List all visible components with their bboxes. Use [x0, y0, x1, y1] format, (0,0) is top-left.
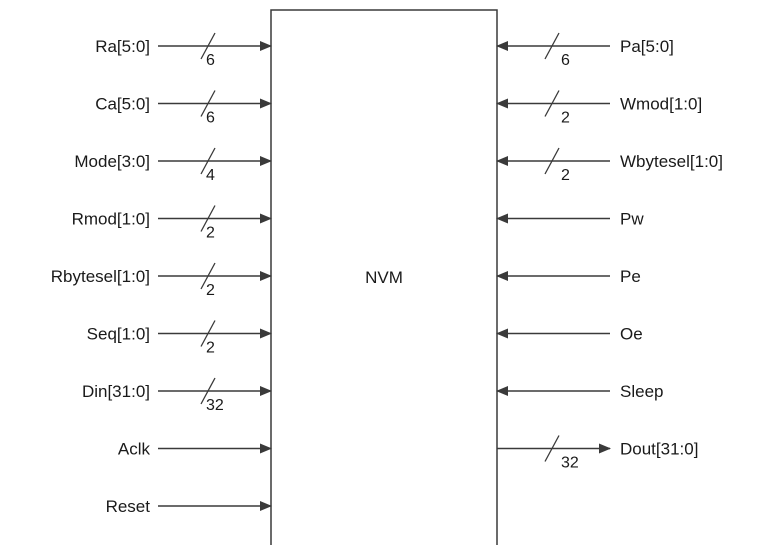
pin-name-label: Oe — [620, 325, 643, 344]
pin-name-label: Pe — [620, 267, 641, 286]
left-pin: Mode[3:0] 4 — [74, 147, 272, 184]
right-input-pin: Wbytesel[1:0] 2 — [496, 147, 723, 184]
right-input-pin: Oe — [496, 325, 643, 344]
bus-width-label: 32 — [206, 397, 224, 414]
left-pin: Seq[1:0] 2 — [87, 320, 272, 357]
left-pin: Aclk — [118, 440, 272, 459]
left-pin: Rmod[1:0] 2 — [72, 205, 272, 242]
bus-slash-mark — [544, 435, 560, 462]
bus-slash-mark — [200, 90, 216, 117]
bus-width-label: 2 — [206, 282, 215, 299]
bus-slash-mark — [544, 32, 560, 60]
bus-slash-mark — [544, 90, 560, 117]
pin-name-label: Seq[1:0] — [87, 325, 150, 344]
bus-width-label: 32 — [561, 455, 579, 472]
pin-name-label: Dout[31:0] — [620, 440, 698, 459]
bus-width-label: 6 — [561, 52, 570, 69]
right-input-pin: Wmod[1:0] 2 — [496, 90, 702, 127]
bus-width-label: 2 — [561, 167, 570, 184]
block-label: NVM — [365, 268, 403, 287]
bus-slash-mark — [200, 262, 216, 290]
bus-width-label: 4 — [206, 167, 215, 184]
bus-slash-mark — [200, 377, 216, 405]
right-input-pin: Sleep — [496, 382, 663, 401]
bus-slash-mark — [200, 205, 216, 232]
pin-name-label: Rbytesel[1:0] — [51, 267, 150, 286]
bus-slash-mark — [200, 147, 216, 175]
right-input-pin: Pa[5:0] 6 — [496, 32, 674, 69]
pin-name-label: Rmod[1:0] — [72, 210, 150, 229]
bus-width-label: 2 — [561, 110, 570, 127]
bus-width-label: 6 — [206, 52, 215, 69]
pin-name-label: Sleep — [620, 382, 663, 401]
pin-name-label: Aclk — [118, 440, 151, 459]
bus-slash-mark — [544, 147, 560, 175]
bus-width-label: 2 — [206, 340, 215, 357]
right-input-pin: Pw — [496, 210, 644, 229]
right-output-pin: Dout[31:0] 32 — [497, 435, 698, 472]
pin-name-label: Wbytesel[1:0] — [620, 152, 723, 171]
bus-slash-mark — [200, 32, 216, 60]
pin-name-label: Ca[5:0] — [95, 95, 150, 114]
right-input-pin: Pe — [496, 267, 641, 286]
pin-name-label: Ra[5:0] — [95, 37, 150, 56]
pin-name-label: Din[31:0] — [82, 382, 150, 401]
bus-width-label: 6 — [206, 110, 215, 127]
left-pin: Din[31:0] 32 — [82, 377, 272, 414]
pin-name-label: Mode[3:0] — [74, 152, 150, 171]
bus-slash-mark — [200, 320, 216, 347]
pin-name-label: Wmod[1:0] — [620, 95, 702, 114]
left-pin: Rbytesel[1:0] 2 — [51, 262, 272, 299]
pin-name-label: Reset — [106, 497, 151, 516]
left-pin: Reset — [106, 497, 272, 516]
right-pins: Pa[5:0] 6 Wmod[1:0] 2 Wbytesel[1:0] 2 Pw Pe Oe Sl… — [496, 32, 723, 472]
left-input-pins: Ra[5:0]6Ca[5:0]6Mode[3:0]4Rmod[1:0]2Rbyt… — [51, 32, 272, 516]
left-pin: Ca[5:0] 6 — [95, 90, 272, 127]
pin-name-label: Pa[5:0] — [620, 37, 674, 56]
bus-width-label: 2 — [206, 225, 215, 242]
pin-name-label: Pw — [620, 210, 644, 229]
left-pin: Ra[5:0] 6 — [95, 32, 272, 69]
